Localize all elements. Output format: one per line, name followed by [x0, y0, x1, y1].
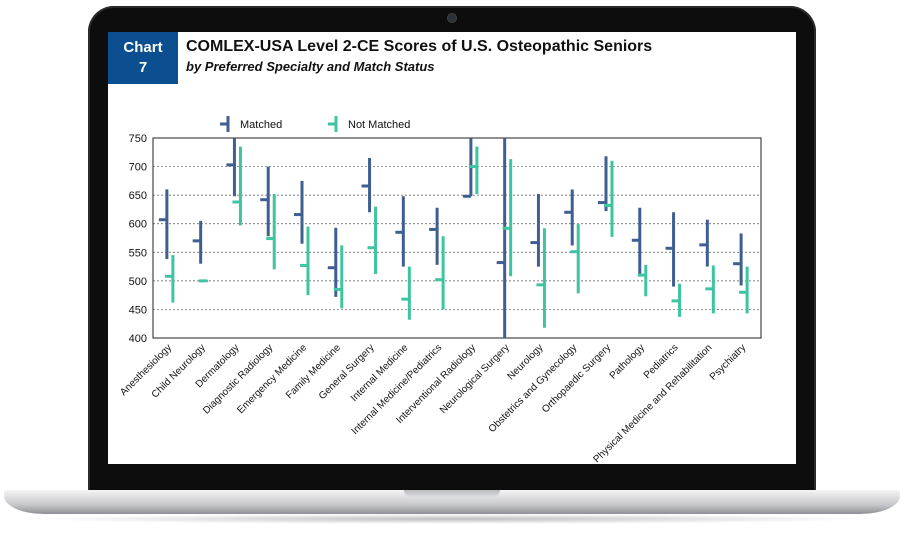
chart-subtitle: by Preferred Specialty and Match Status: [186, 59, 435, 74]
chart-marks: [158, 138, 749, 338]
laptop-shadow: [30, 514, 874, 524]
y-tick-label: 750: [129, 133, 147, 145]
y-tick-label: 700: [129, 162, 147, 174]
category-group: [462, 138, 479, 198]
category-group: [699, 219, 715, 314]
legend: Matched Not Matched: [220, 116, 410, 132]
x-category-label: Internal Medicine: [349, 342, 411, 404]
y-tick-label: 450: [129, 304, 147, 316]
category-group: [733, 233, 749, 314]
category-group: [192, 220, 209, 283]
chart-badge-label: Chart: [123, 39, 163, 56]
legend-label: Not Matched: [348, 119, 410, 131]
y-tick-label: 650: [129, 190, 147, 202]
category-group: [598, 156, 614, 237]
laptop-base-notch: [404, 490, 500, 497]
y-tick-label: 400: [129, 333, 147, 345]
category-group: [260, 166, 276, 270]
webcam-icon: [448, 14, 456, 22]
x-category-label: Physical Medicine and Rehabilitation: [592, 342, 715, 464]
category-group: [327, 227, 344, 309]
range-chart: 400 450 500 550 600 650 700 750 AnesthesiologyC…: [118, 116, 762, 464]
chart-badge-number: 7: [138, 59, 148, 76]
y-tick-label: 600: [129, 219, 147, 231]
category-group: [496, 138, 513, 338]
category-group: [361, 158, 378, 274]
y-tick-label: 550: [129, 247, 147, 259]
x-category-label: Neurological Surgery: [438, 342, 512, 416]
x-category-label: Pathology: [608, 342, 647, 381]
category-group: [530, 194, 546, 328]
category-group: [158, 189, 175, 303]
legend-label: Matched: [240, 119, 282, 131]
category-group: [564, 189, 580, 294]
y-axis: 400 450 500 550 600 650 700 750: [129, 133, 147, 345]
category-group: [294, 180, 310, 296]
chart-badge: Chart 7: [108, 32, 178, 84]
category-group: [665, 212, 682, 317]
y-tick-label: 500: [129, 276, 147, 288]
category-group: [429, 207, 445, 310]
category-group: [395, 196, 411, 320]
chart-title: COMLEX-USA Level 2-CE Scores of U.S. Ost…: [186, 38, 653, 55]
category-group: [631, 207, 648, 297]
screen: Chart 7 COMLEX-USA Level 2-CE Scores of …: [108, 32, 796, 464]
category-group: [226, 138, 242, 226]
grid: [153, 137, 761, 339]
plot-frame: [152, 137, 762, 339]
x-category-label: Psychiatry: [708, 342, 748, 382]
x-category-label: Orthopaedic Surgery: [540, 342, 613, 415]
